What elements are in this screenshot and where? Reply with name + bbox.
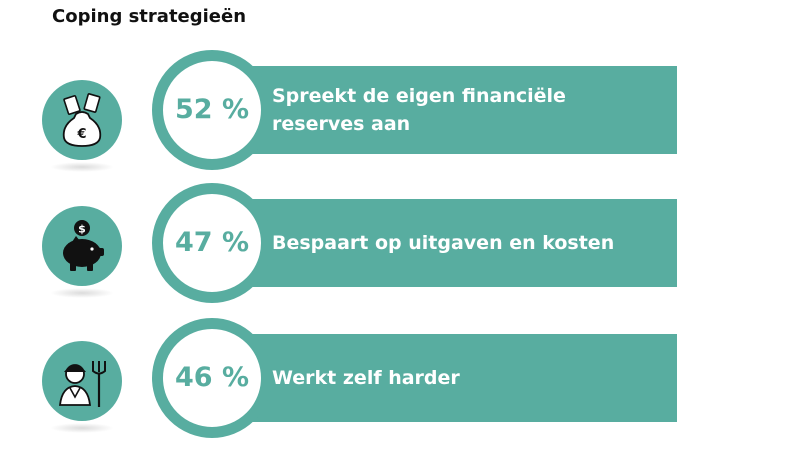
percentage-ring [152, 183, 272, 303]
strategy-row-1: € 52 % Spreekt de eigen financiële reser… [0, 50, 800, 180]
money-bag-icon: € [42, 80, 122, 160]
strategy-label: Spreekt de eigen financiële reserves aan [272, 85, 566, 135]
strategy-bar-1 [225, 66, 677, 154]
farmer-icon-wrap [42, 341, 122, 433]
money-bag-icon-wrap: € [42, 80, 122, 172]
icon-shadow [50, 423, 114, 433]
piggy-bank-icon-wrap: $ [42, 206, 122, 298]
icon-shadow [50, 162, 114, 172]
percentage-value: 52 % [174, 94, 250, 125]
strategy-label: Werkt zelf harder [272, 367, 460, 389]
percentage-ring [152, 50, 272, 170]
percentage-ring [152, 318, 272, 438]
strategy-label: Bespaart op uitgaven en kosten [272, 232, 615, 254]
svg-text:$: $ [78, 223, 86, 236]
percentage-value: 47 % [174, 227, 250, 258]
svg-text:€: € [76, 127, 86, 142]
strategy-bar-3 [225, 334, 677, 422]
piggy-bank-icon: $ [42, 206, 122, 286]
strategy-row-2: $ 47 % Bespaart op uitgaven en kosten [0, 183, 800, 313]
icon-shadow [50, 288, 114, 298]
strategy-row-3: 46 % Werkt zelf harder [0, 318, 800, 448]
page-title: Coping strategieën [52, 6, 247, 27]
farmer-icon [42, 341, 122, 421]
percentage-value: 46 % [174, 362, 250, 393]
strategy-bar-2 [225, 199, 677, 287]
